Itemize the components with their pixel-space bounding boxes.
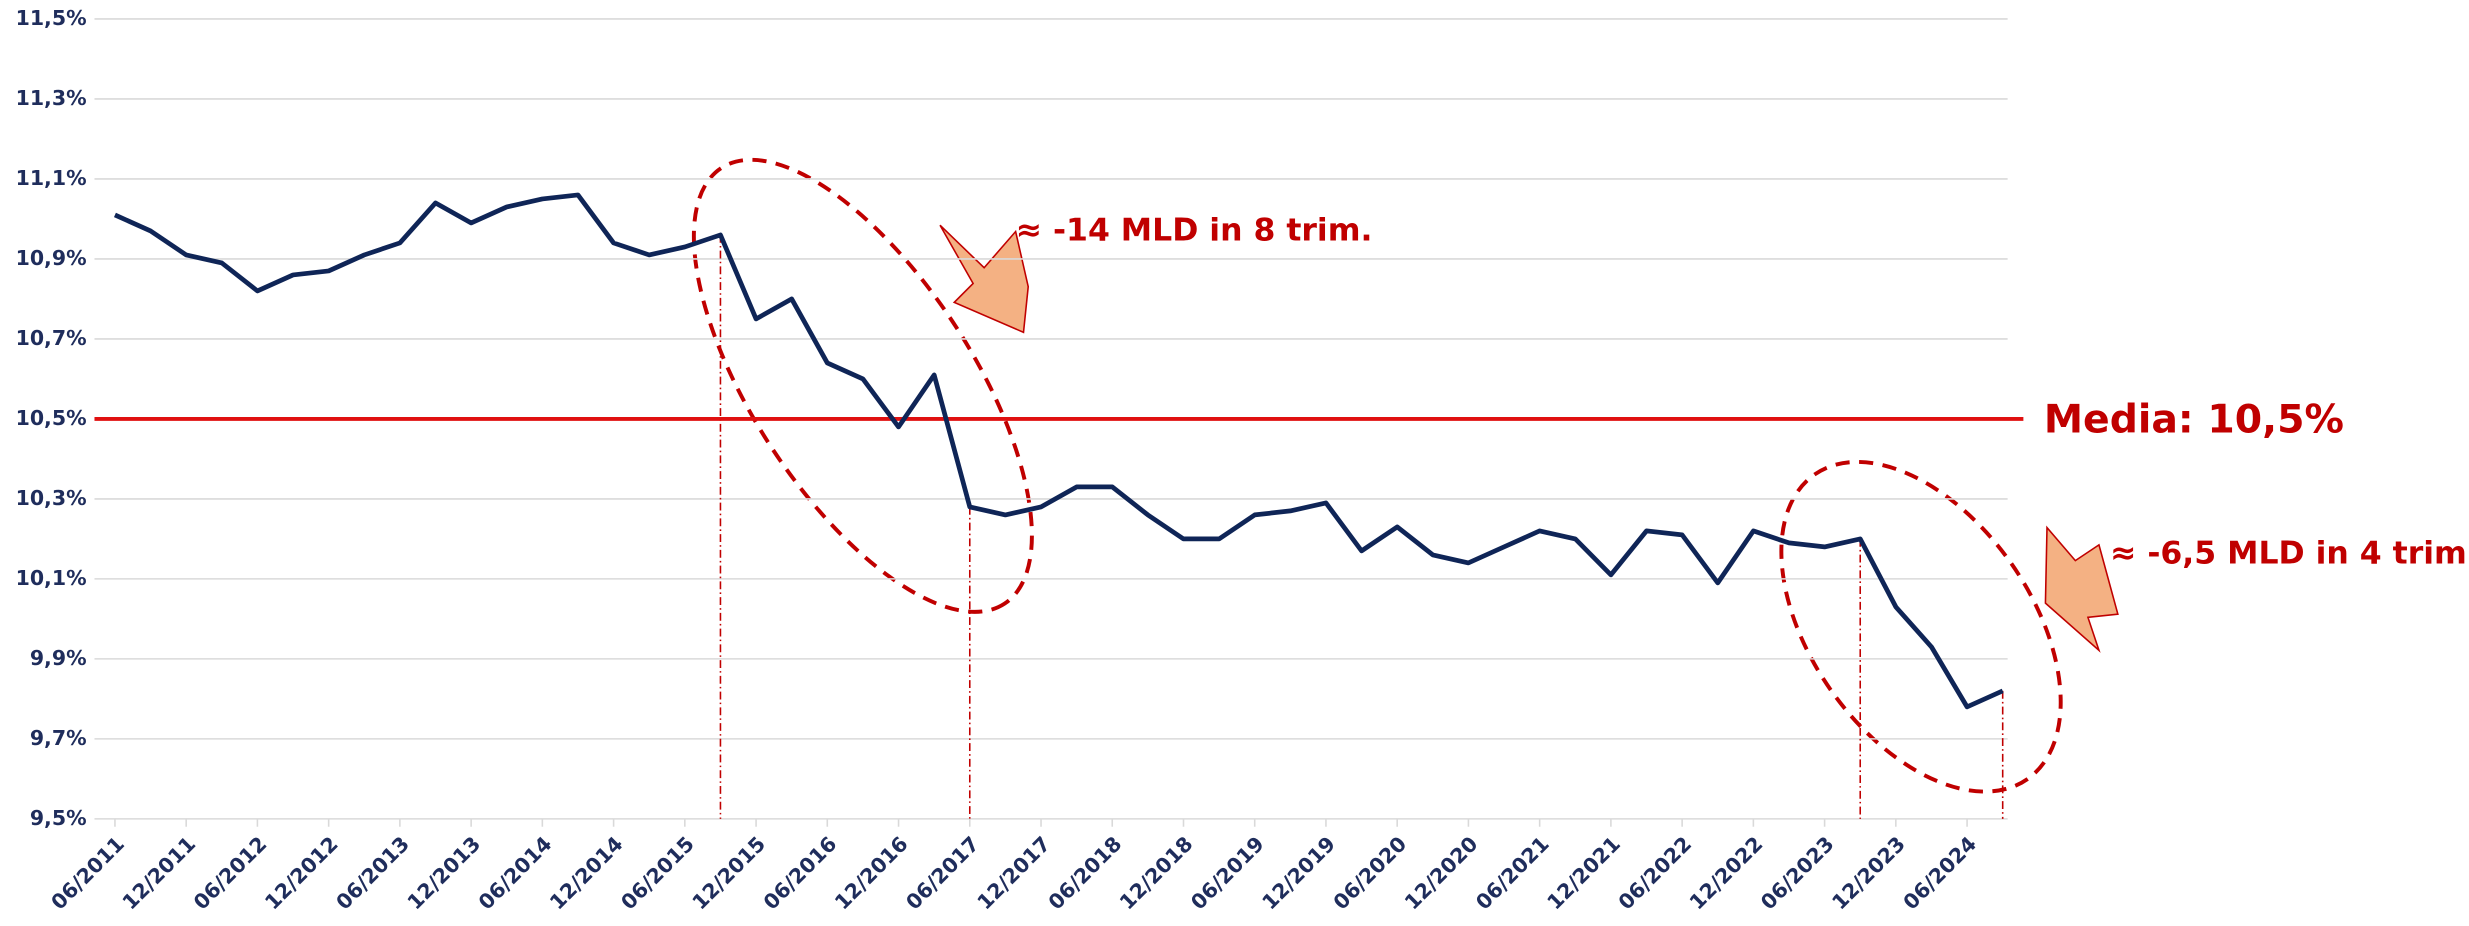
line: [113, 192, 2004, 710]
x-tick-label: 12/2019: [1257, 832, 1340, 915]
arrow: [939, 224, 1030, 334]
x-tick-label: 06/2013: [331, 832, 414, 915]
x-tick-label: 12/2023: [1827, 832, 1910, 915]
x-tick-label: 06/2011: [46, 832, 129, 915]
x-tick-label: 12/2021: [1542, 832, 1625, 915]
y-tick-label: 11,1%: [16, 166, 87, 190]
x-tick-label: 12/2016: [830, 832, 913, 915]
x-tick-label: 12/2017: [972, 832, 1055, 915]
y-tick-label: 9,5%: [30, 806, 87, 830]
x-tick-label: 06/2016: [759, 832, 842, 915]
x-tick-label: 06/2022: [1614, 832, 1697, 915]
y-tick-label: 9,9%: [30, 646, 87, 670]
highlight-ellipse: [691, 157, 1034, 614]
x-tick-label: 12/2012: [260, 832, 343, 915]
x-tick-label: 06/2024: [1898, 832, 1981, 915]
x-tick-label: 06/2018: [1044, 832, 1127, 915]
mean-label: Media: 10,5%: [2044, 397, 2344, 443]
x-tick-label: 06/2021: [1471, 832, 1554, 915]
y-tick-label: 11,3%: [16, 86, 87, 110]
y-tick-label: 10,1%: [16, 566, 87, 590]
y-tick-label: 9,7%: [30, 726, 87, 750]
x-tick-label: 12/2013: [403, 832, 486, 915]
y-tick-label: 10,9%: [16, 246, 87, 270]
y-tick-label: 10,5%: [16, 406, 87, 430]
x-tick-label: 12/2011: [118, 832, 201, 915]
annotation: ≈ -6,5 MLD in 4 trim.: [2110, 535, 2469, 571]
annotation: ≈ -14 MLD in 8 trim.: [1016, 213, 1373, 249]
x-tick-label: 06/2023: [1756, 832, 1839, 915]
x-tick-label: 06/2014: [474, 832, 557, 915]
x-tick-label: 06/2012: [189, 832, 272, 915]
y-tick-label: 11,5%: [16, 6, 87, 30]
x-tick-label: 12/2020: [1400, 832, 1483, 915]
x-tick-label: 06/2017: [901, 832, 984, 915]
y-tick-label: 10,7%: [16, 326, 87, 350]
highlight-ellipse: [1779, 459, 2063, 794]
x-tick-label: 12/2014: [545, 832, 628, 915]
x-tick-label: 06/2015: [616, 832, 699, 915]
x-tick-label: 12/2018: [1115, 832, 1198, 915]
y-tick-label: 10,3%: [16, 486, 87, 510]
x-tick-label: 06/2020: [1329, 832, 1412, 915]
x-tick-label: 06/2019: [1186, 832, 1269, 915]
x-tick-label: 12/2015: [687, 832, 770, 915]
arrow: [2044, 525, 2119, 653]
x-tick-label: 12/2022: [1685, 832, 1768, 915]
